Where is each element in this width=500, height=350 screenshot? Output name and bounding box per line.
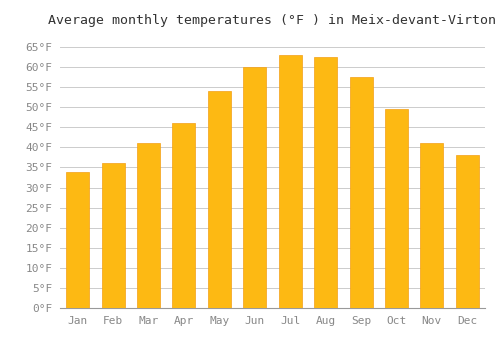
Bar	[314, 57, 337, 308]
Title: Average monthly temperatures (°F ) in Meix-devant-Virton: Average monthly temperatures (°F ) in Me…	[48, 14, 496, 27]
Bar	[456, 155, 479, 308]
Bar	[137, 144, 160, 308]
Bar	[385, 109, 408, 308]
Bar	[208, 91, 231, 308]
Bar	[102, 163, 124, 308]
Bar	[172, 123, 196, 308]
Bar	[420, 144, 444, 308]
Bar	[278, 55, 301, 308]
Bar	[350, 77, 372, 308]
Bar	[66, 172, 89, 308]
Bar	[244, 67, 266, 308]
